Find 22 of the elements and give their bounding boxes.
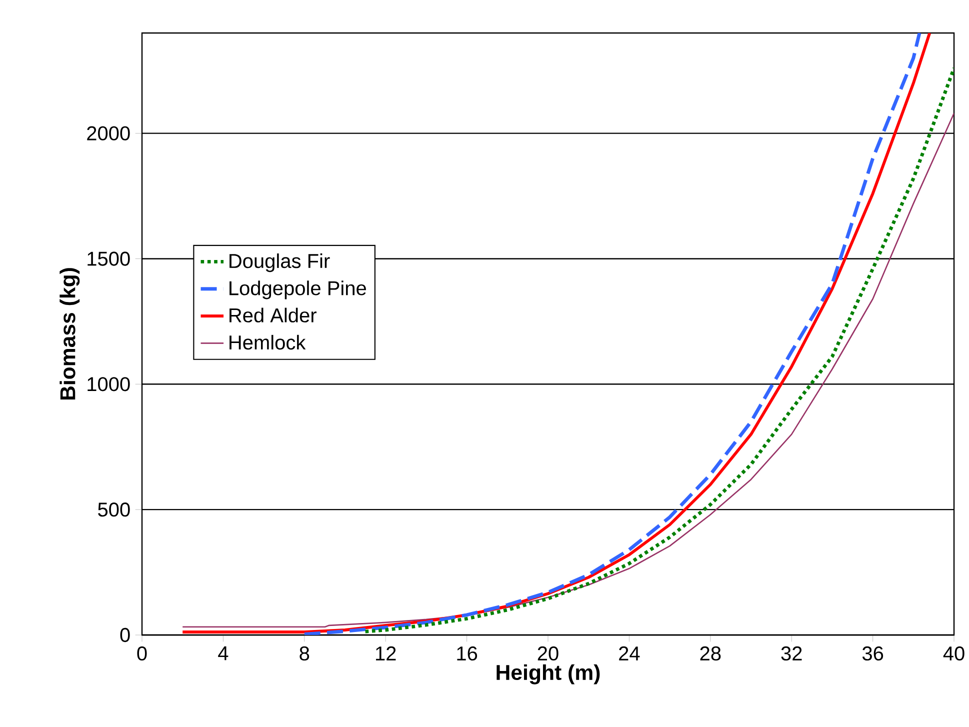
legend-label: Douglas Fir <box>230 253 330 272</box>
x-tick-label: 24 <box>619 646 640 660</box>
y-tick-label: 1000 <box>88 377 130 392</box>
x-tick-label: 40 <box>943 646 964 661</box>
x-tick-label: 16 <box>457 646 478 661</box>
x-tick-label: 28 <box>700 646 721 661</box>
x-tick-label: 20 <box>538 646 558 661</box>
legend-label: Red Alder <box>230 308 316 322</box>
x-tick-label: 0 <box>137 646 147 661</box>
y-axis-title: Biomass (kg) <box>60 268 80 400</box>
x-axis-title: Height (m) <box>496 664 600 684</box>
y-tick-label: 500 <box>98 502 130 517</box>
x-tick-label: 12 <box>376 646 396 660</box>
legend-label: Hemlock <box>230 334 306 350</box>
x-tick-label: 4 <box>218 646 228 660</box>
legend-label: Lodgepole Pine <box>230 280 366 300</box>
x-tick-label: 36 <box>862 646 884 661</box>
x-tick-label: 32 <box>781 646 802 661</box>
y-tick-label: 1500 <box>88 252 130 266</box>
y-tick-label: 0 <box>120 628 130 642</box>
x-tick-label: 8 <box>300 646 310 661</box>
y-tick-label: 2000 <box>87 126 130 140</box>
